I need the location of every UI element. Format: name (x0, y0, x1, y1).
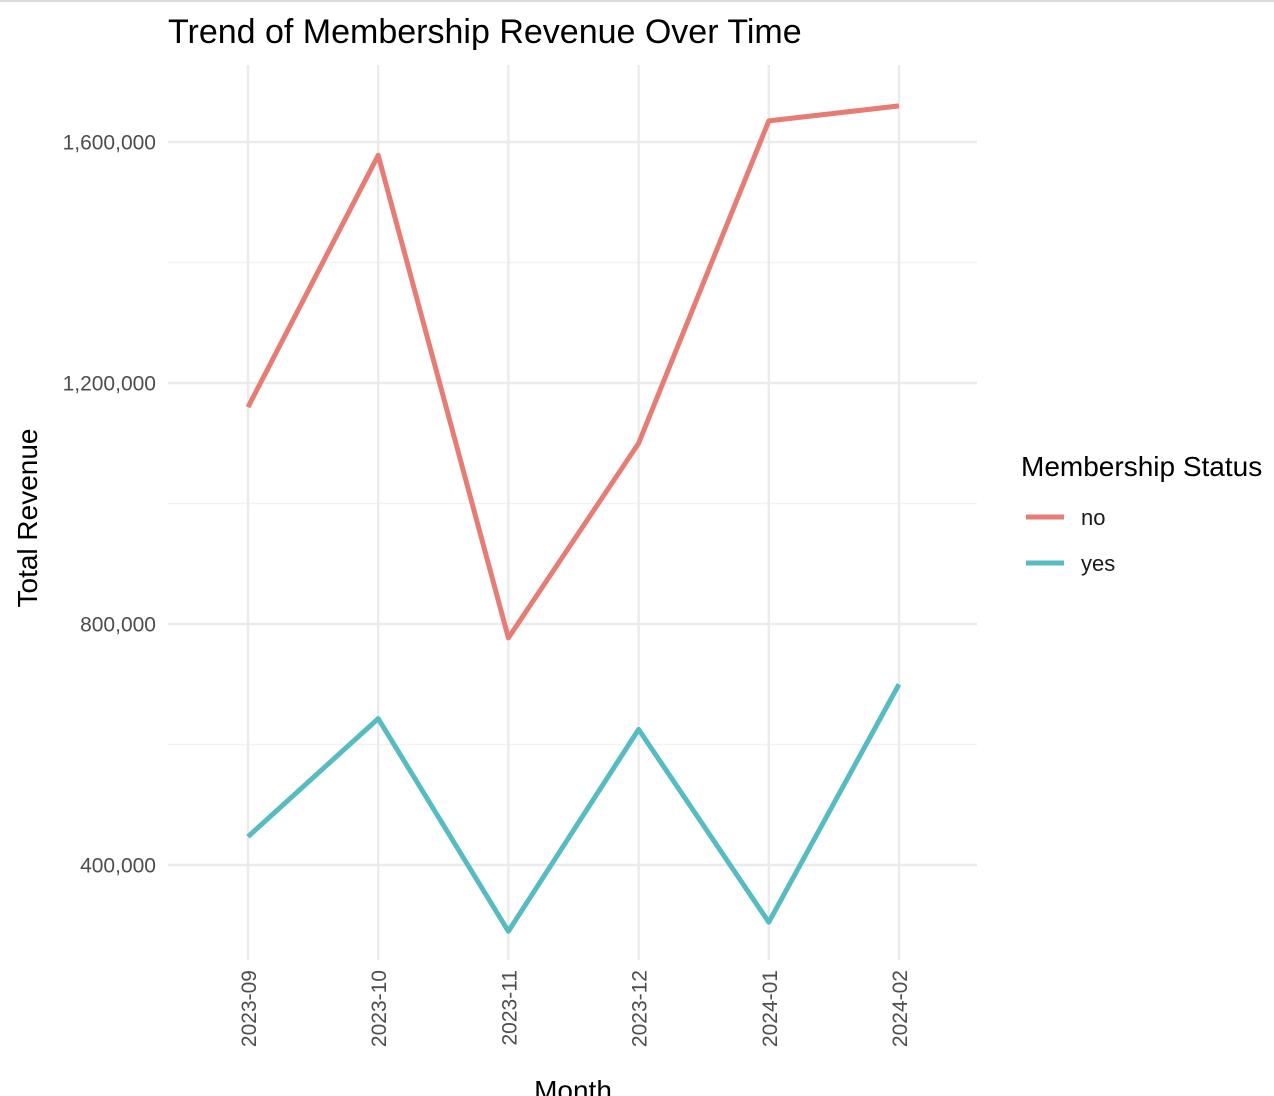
x-tick-label: 2024-02 (889, 970, 912, 1047)
grid (168, 65, 977, 960)
x-tick-label: 2023-09 (238, 970, 261, 1047)
x-axis-title: Month (534, 1075, 612, 1096)
legend: Membership Status no yes (1021, 451, 1262, 576)
x-axis-ticks: 2023-09 2023-10 2023-11 2023-12 2024-01 2024-… (238, 970, 912, 1047)
legend-title: Membership Status (1021, 451, 1262, 482)
series-lines (245, 103, 902, 934)
x-tick-label: 2023-12 (629, 970, 652, 1047)
legend-label-yes: yes (1081, 551, 1115, 576)
y-tick-label: 400,000 (80, 855, 156, 878)
y-axis-title: Total Revenue (12, 428, 43, 607)
x-tick-label: 2023-11 (498, 970, 521, 1046)
chart-title: Trend of Membership Revenue Over Time (168, 13, 802, 51)
x-tick-label: 2024-01 (759, 970, 782, 1047)
series-line-yes (246, 683, 902, 934)
legend-label-no: no (1081, 505, 1105, 530)
x-tick-label: 2023-10 (368, 970, 391, 1047)
y-tick-label: 1,600,000 (63, 132, 156, 155)
series-line-no (245, 103, 900, 641)
y-tick-label: 800,000 (80, 614, 156, 637)
y-axis-ticks: 400,000 800,000 1,200,000 1,600,000 (63, 132, 156, 878)
top-border (0, 0, 1274, 2)
y-tick-label: 1,200,000 (63, 373, 156, 396)
